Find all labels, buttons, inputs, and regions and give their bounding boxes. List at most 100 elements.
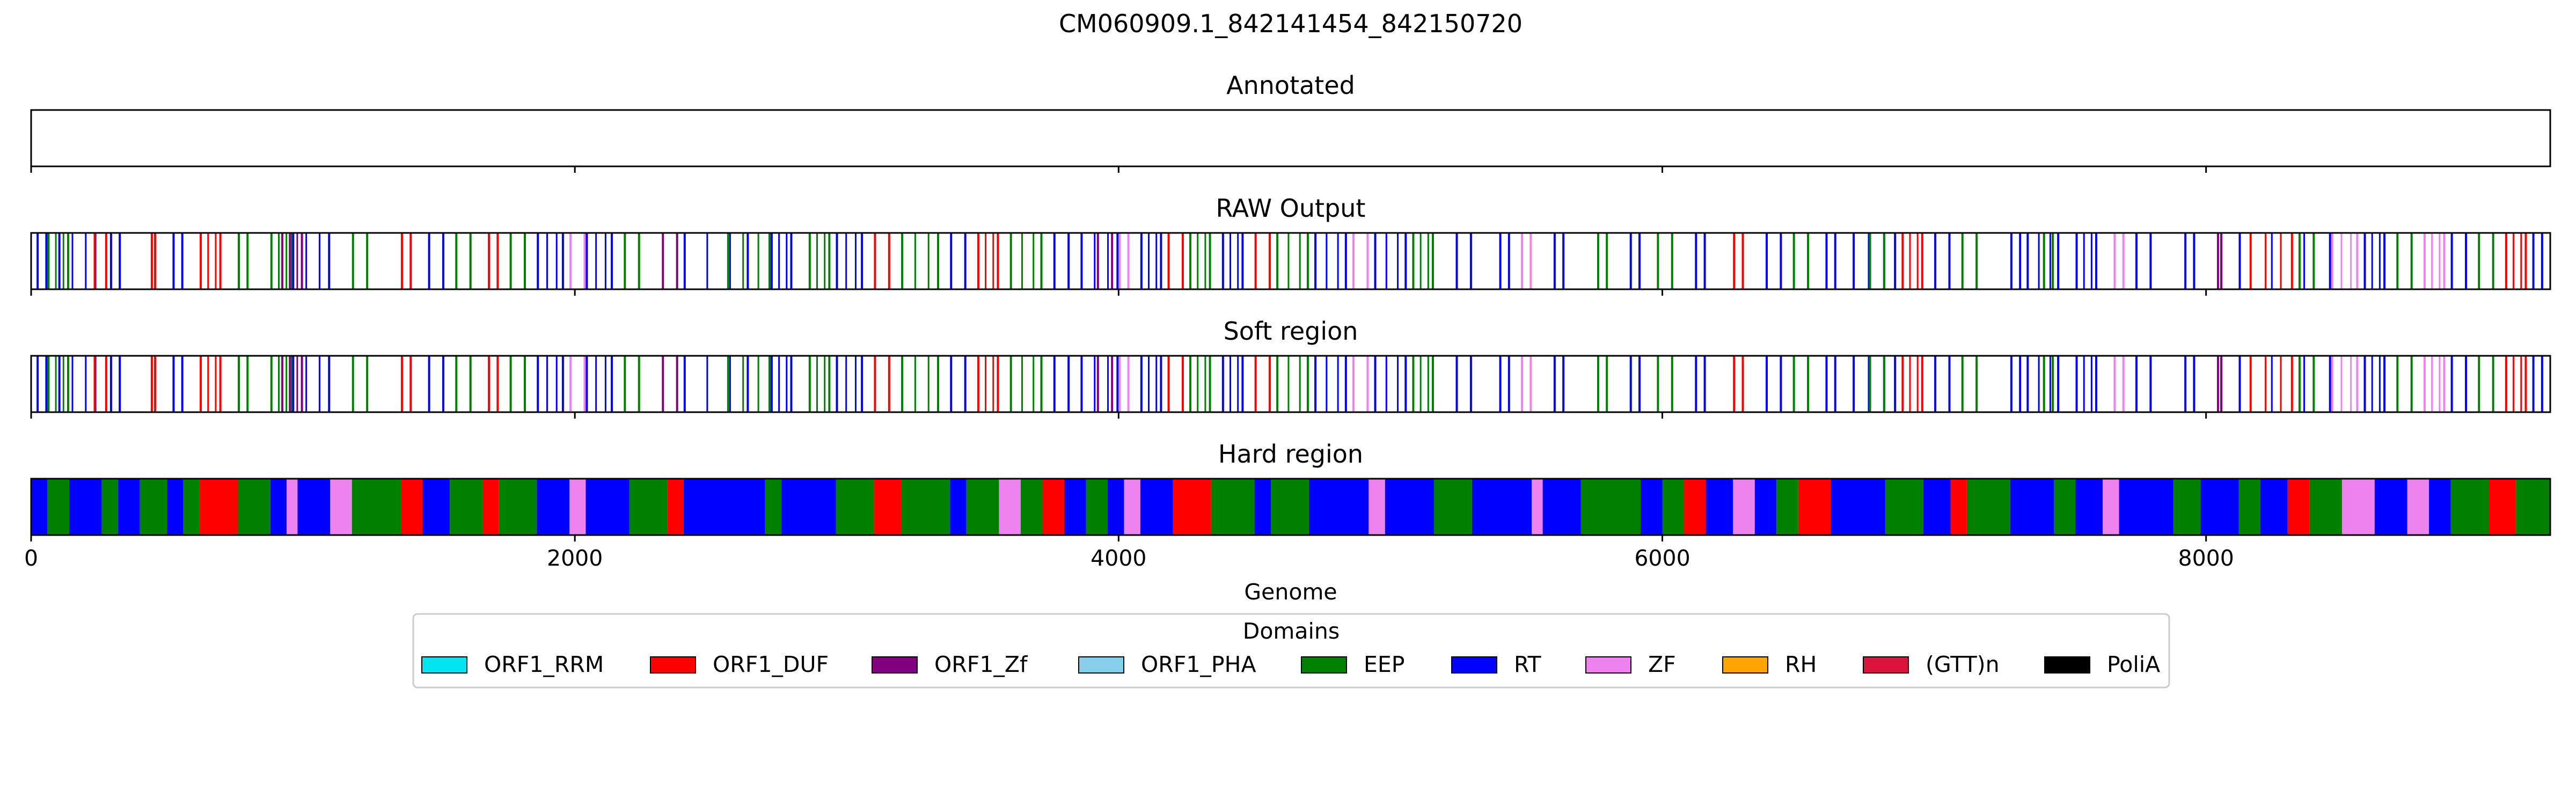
segment-rt: [2450, 233, 2467, 289]
segment-rt: [2363, 356, 2386, 412]
segment-eep: [2478, 356, 2494, 412]
segment-eep: [1961, 233, 1978, 289]
segment-rt: [31, 479, 48, 535]
segment-orf1-duf: [93, 356, 107, 412]
segment-orf1-duf: [977, 233, 999, 289]
segment-rt: [270, 479, 287, 535]
legend-item-polia: PoliA: [2044, 652, 2160, 677]
segment-eep: [2450, 479, 2489, 535]
legend-item-rh: RH: [1722, 652, 1817, 677]
segment-orf1-duf: [977, 356, 999, 412]
segment-rt: [1825, 356, 1836, 412]
segment-orf1-duf: [1798, 479, 1831, 535]
legend-swatch: [1301, 656, 1347, 674]
segment-eep: [1009, 233, 1043, 289]
segment-zf: [1521, 233, 1532, 289]
segment-eep: [1412, 233, 1434, 289]
track-soft-region: Soft region: [30, 317, 2551, 419]
segment-rt: [1221, 356, 1244, 412]
segment-zf: [2103, 479, 2119, 535]
segment-rt: [2532, 233, 2543, 289]
segment-rt: [1542, 479, 1581, 535]
segment-orf1-duf: [1254, 233, 1271, 289]
segment-eep: [1276, 233, 1309, 289]
segment-rt: [1254, 479, 1271, 535]
legend-item-orf1-duf: ORF1_DUF: [650, 652, 829, 677]
segment-rt: [1140, 233, 1162, 289]
segment-rt: [2135, 356, 2152, 412]
segment-rt: [1455, 233, 1472, 289]
x-tick-label: 6000: [1634, 545, 1690, 571]
legend-swatch: [2044, 656, 2090, 674]
segment-orf1-duf: [2249, 356, 2293, 412]
legend-swatch: [1585, 656, 1631, 674]
segment-eep: [2298, 356, 2315, 412]
segment-rt: [781, 479, 836, 535]
segment-eep: [1792, 356, 1810, 412]
segment-rt: [2010, 356, 2022, 412]
segment-eep: [47, 233, 69, 289]
segment-rt: [1499, 356, 1510, 412]
segment-rt: [118, 479, 140, 535]
segment-eep: [1966, 479, 2010, 535]
segment-rt: [1706, 479, 1733, 535]
legend-item-orf1-pha: ORF1_PHA: [1078, 652, 1256, 677]
segment-eep: [1433, 479, 1472, 535]
segment-orf1-duf: [874, 233, 890, 289]
chart-title: CM060909.1_842141454_842150720: [1059, 9, 1523, 38]
legend-label: RH: [1785, 652, 1817, 677]
segment-eep: [1211, 479, 1255, 535]
segment-eep: [101, 479, 119, 535]
segment-rt: [770, 356, 793, 412]
segment-rt: [422, 479, 450, 535]
track-hard-region: Hard region 0 2000 4000 6000 8000: [24, 440, 2551, 571]
segment-rt: [2010, 479, 2054, 535]
segment-eep: [1885, 479, 1923, 535]
legend-swatch: [421, 656, 467, 674]
segment-eep: [47, 356, 69, 412]
segment-eep: [1189, 233, 1211, 289]
legend: Domains ORF1_RRM ORF1_DUF ORF1_Zf ORF1_PHA EE…: [412, 613, 2170, 689]
segment-orf1-zf: [1096, 356, 1114, 412]
segment-rt: [1640, 479, 1663, 535]
segment-rt: [2135, 233, 2152, 289]
segment-orf1-duf: [2489, 479, 2516, 535]
segment-orf1-duf: [400, 356, 412, 412]
segment-eep: [238, 479, 270, 535]
segment-zf: [999, 479, 1021, 535]
legend-label: ORF1_PHA: [1141, 652, 1256, 677]
segment-rt: [1923, 479, 1951, 535]
segment-eep: [1020, 479, 1043, 535]
segment-zf: [2423, 233, 2446, 289]
segment-eep: [1580, 479, 1641, 535]
segment-eep: [2173, 479, 2201, 535]
segment-rt: [109, 233, 121, 289]
segment-rt: [1053, 233, 1070, 289]
legend-item-rt: RT: [1451, 652, 1542, 677]
segment-rt: [2238, 356, 2331, 412]
segment-orf1-duf: [93, 233, 107, 289]
segment-rt: [586, 479, 630, 535]
x-tick-label: 8000: [2178, 545, 2234, 571]
segment-rt: [950, 479, 967, 535]
segment-rt: [683, 233, 749, 289]
legend-title: Domains: [1243, 618, 1340, 644]
segment-rt: [172, 233, 184, 289]
segment-orf1-duf: [1173, 479, 1211, 535]
segment-eep: [808, 356, 831, 412]
segment-rt: [69, 479, 102, 535]
legend-item-orf1-rrm: ORF1_RRM: [421, 652, 604, 677]
segment-eep: [901, 479, 950, 535]
segment-orf1-duf: [1733, 356, 1744, 412]
segment-eep: [1597, 356, 1608, 412]
segment-orf1-duf: [200, 356, 222, 412]
segment-zf: [1532, 479, 1543, 535]
segment-rt: [1374, 356, 1407, 412]
segment-eep: [1662, 479, 1685, 535]
segment-eep: [727, 233, 771, 289]
segment-rt: [428, 233, 445, 289]
segment-rt: [537, 233, 564, 289]
segment-orf1-duf: [1901, 233, 1923, 289]
segment-zf: [569, 233, 586, 289]
track-frame: [30, 109, 2551, 167]
